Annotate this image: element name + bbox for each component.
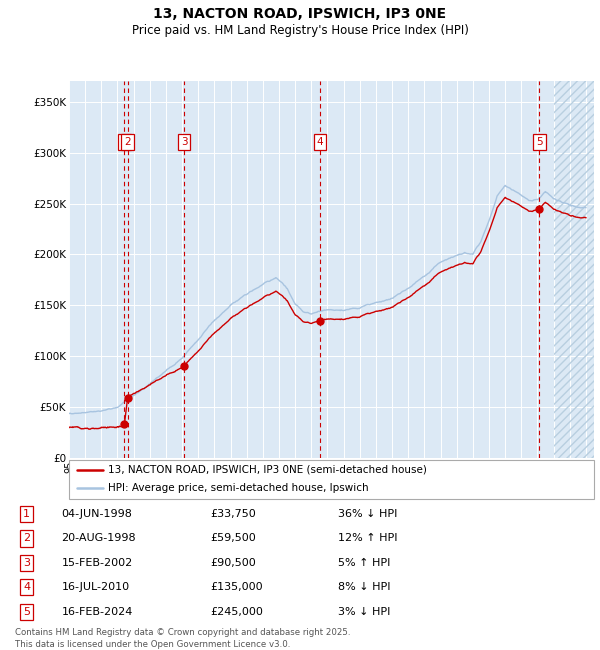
Text: 16-FEB-2024: 16-FEB-2024 <box>61 607 133 617</box>
Text: £90,500: £90,500 <box>210 558 256 568</box>
Text: Contains HM Land Registry data © Crown copyright and database right 2025.
This d: Contains HM Land Registry data © Crown c… <box>15 628 350 649</box>
Text: 2: 2 <box>23 534 30 543</box>
Text: 12% ↑ HPI: 12% ↑ HPI <box>338 534 397 543</box>
Text: HPI: Average price, semi-detached house, Ipswich: HPI: Average price, semi-detached house,… <box>109 484 369 493</box>
Text: 5: 5 <box>536 137 543 148</box>
Text: 5% ↑ HPI: 5% ↑ HPI <box>338 558 390 568</box>
Text: 1: 1 <box>23 509 30 519</box>
Text: £33,750: £33,750 <box>210 509 256 519</box>
Text: 16-JUL-2010: 16-JUL-2010 <box>61 582 130 592</box>
Text: 04-JUN-1998: 04-JUN-1998 <box>61 509 133 519</box>
Text: 3: 3 <box>23 558 30 568</box>
Text: £245,000: £245,000 <box>210 607 263 617</box>
Text: 4: 4 <box>23 582 30 592</box>
Text: 8% ↓ HPI: 8% ↓ HPI <box>338 582 391 592</box>
Text: £59,500: £59,500 <box>210 534 256 543</box>
Text: 36% ↓ HPI: 36% ↓ HPI <box>338 509 397 519</box>
Text: 5: 5 <box>23 607 30 617</box>
FancyBboxPatch shape <box>69 460 594 499</box>
Text: 3% ↓ HPI: 3% ↓ HPI <box>338 607 390 617</box>
Bar <box>554 81 594 458</box>
Text: 15-FEB-2002: 15-FEB-2002 <box>61 558 133 568</box>
Bar <box>554 81 594 458</box>
Text: 1: 1 <box>121 137 128 148</box>
Text: 4: 4 <box>317 137 323 148</box>
Text: 20-AUG-1998: 20-AUG-1998 <box>61 534 136 543</box>
Text: 13, NACTON ROAD, IPSWICH, IP3 0NE: 13, NACTON ROAD, IPSWICH, IP3 0NE <box>154 6 446 21</box>
Text: 2: 2 <box>124 137 131 148</box>
Text: Price paid vs. HM Land Registry's House Price Index (HPI): Price paid vs. HM Land Registry's House … <box>131 24 469 37</box>
Text: 13, NACTON ROAD, IPSWICH, IP3 0NE (semi-detached house): 13, NACTON ROAD, IPSWICH, IP3 0NE (semi-… <box>109 465 427 474</box>
Text: £135,000: £135,000 <box>210 582 263 592</box>
Text: 3: 3 <box>181 137 187 148</box>
